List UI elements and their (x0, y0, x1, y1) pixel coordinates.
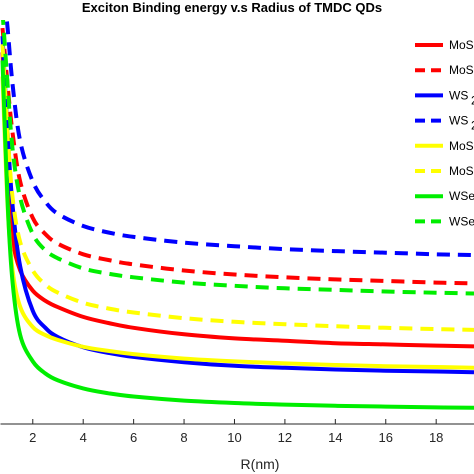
series-line-4 (4, 20, 474, 258)
legend-label-3: WS (449, 88, 468, 102)
x-tick-label: 18 (429, 430, 443, 445)
legend-label-1: MoS (449, 38, 474, 52)
legend-label-7: WSe (449, 189, 474, 203)
legend-label-6: MoS (449, 164, 474, 178)
legend-subscript-3: 2 (471, 93, 474, 107)
x-tick-label: 6 (130, 430, 137, 445)
series-line-7 (0, 60, 474, 410)
series-line-2 (0, 27, 474, 286)
x-tick-label: 4 (80, 430, 87, 445)
legend-label-2: MoS (449, 63, 474, 77)
series-line-8 (1, 20, 474, 296)
x-ticks: 2 4 6 8 10 12 14 16 18 (29, 419, 443, 445)
legend-subscript-4: 2 (471, 119, 474, 133)
series-lines (0, 20, 474, 410)
series-line-1 (0, 52, 474, 349)
x-tick-label: 10 (227, 430, 241, 445)
x-tick-label: 2 (29, 430, 36, 445)
x-axis-label: R(nm) (241, 456, 280, 472)
x-tick-label: 8 (180, 430, 187, 445)
legend-label-4: WS (449, 114, 468, 128)
x-tick-label: 16 (379, 430, 393, 445)
legend-label-8: WSe (449, 214, 474, 228)
legend-label-5: MoS (449, 139, 474, 153)
series-line-6 (0, 44, 474, 332)
legend: MoSMoSWS2WS2MoSMoSWSeWSe (415, 38, 474, 228)
chart-title: Exciton Binding energy v.s Radius of TMD… (82, 0, 382, 15)
x-tick-label: 12 (278, 430, 292, 445)
x-tick-label: 14 (328, 430, 342, 445)
